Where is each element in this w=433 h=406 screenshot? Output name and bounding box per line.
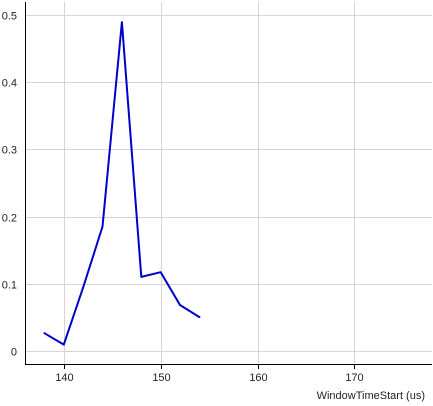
data-point (179, 304, 181, 306)
data-point (159, 271, 162, 274)
data-point (140, 276, 143, 278)
tick-labels: 140 150 160 170 0 0.1 0.2 0.3 0.4 0.5 (2, 11, 364, 385)
y-tick-label: 0.2 (2, 213, 17, 225)
y-tick-label: 0.1 (2, 280, 17, 292)
y-tick-label: 0 (11, 347, 17, 359)
data-point (63, 343, 65, 346)
gridlines (25, 2, 432, 364)
axes (25, 2, 432, 369)
y-tick-label: 0.5 (2, 11, 17, 23)
x-tick-label: 140 (55, 372, 73, 384)
data-point (43, 332, 46, 335)
x-tick-label: 160 (249, 372, 267, 384)
data-point (121, 21, 123, 23)
data-point (82, 286, 84, 289)
y-tick-label: 0.4 (2, 78, 17, 90)
y-tick-label: 0.3 (2, 145, 17, 157)
x-tick-label: 150 (152, 372, 170, 384)
series-layer (43, 21, 201, 346)
x-axis-title: WindowTimeStart (us) (317, 390, 425, 402)
x-tick-label: 170 (345, 372, 363, 384)
data-point (101, 225, 104, 228)
data-point (198, 316, 201, 318)
